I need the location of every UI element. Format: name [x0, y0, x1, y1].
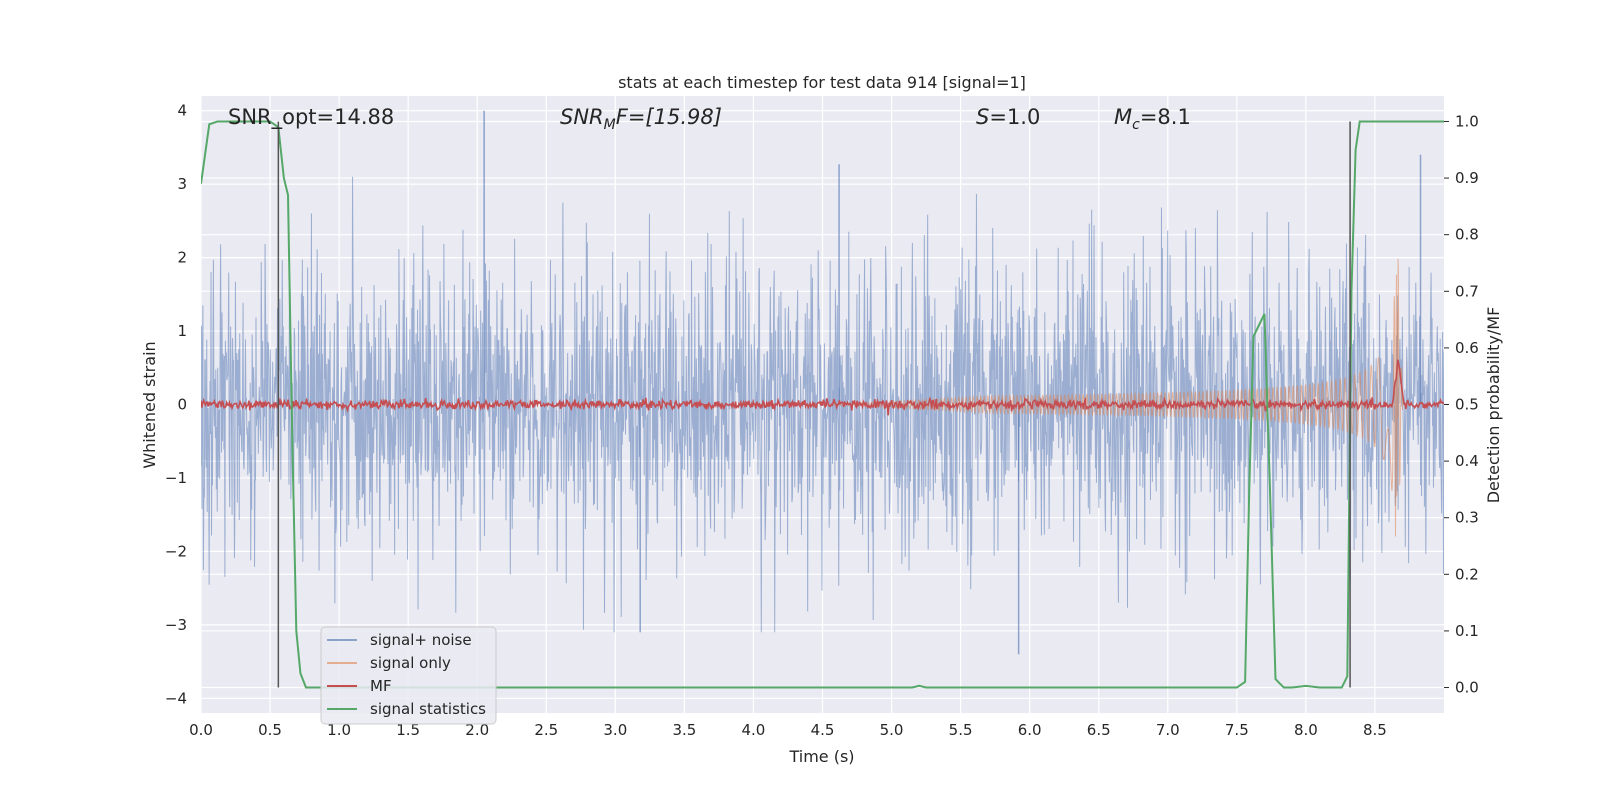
y-right-tick-label: 0.9 — [1455, 169, 1479, 187]
x-tick-label: 3.5 — [672, 721, 696, 739]
legend-label-signal-noise: signal+ noise — [370, 631, 472, 649]
y-tick-label: 1 — [177, 322, 187, 340]
tick-labels: 0.0 0.5 1.0 1.5 2.0 2.5 3.0 3.5 4.0 4.5 5.0 5.5 6.0 6… — [165, 102, 1479, 739]
y-tick-label: −1 — [165, 469, 187, 487]
y-tick-label: 2 — [177, 249, 187, 267]
series-clip-group — [201, 110, 1444, 689]
legend-label-signal-statistics: signal statistics — [370, 700, 486, 718]
series-signal-only-line — [822, 258, 1404, 537]
annotation-snr-mf-sub: M — [604, 117, 616, 133]
x-tick-label: 0.0 — [189, 721, 213, 739]
y-tick-label: 3 — [177, 175, 187, 193]
y-right-tick-label: 0.6 — [1455, 339, 1479, 357]
y-tick-label: −2 — [165, 542, 187, 560]
annotation-mc-main: M — [1114, 105, 1132, 129]
legend-label-mf: MF — [370, 677, 392, 695]
y-right-tick-label: 0.2 — [1455, 565, 1479, 583]
x-tick-label: 1.5 — [396, 721, 420, 739]
x-tick-label: 4.0 — [742, 721, 766, 739]
y-tick-label: −3 — [165, 616, 187, 634]
chart-title: stats at each timestep for test data 914… — [618, 73, 1026, 92]
y-right-tick-label: 0.4 — [1455, 452, 1479, 470]
annotation-snr-mf-main: SNR — [560, 105, 604, 129]
series-signal-statistics-line — [201, 120, 1444, 689]
annotation-snr-mf-rest: F=[15.98] — [616, 105, 722, 129]
y-right-axis-label: Detection probability/MF — [1484, 307, 1503, 504]
y-right-tick-label: 0.5 — [1455, 396, 1479, 414]
series-mf-line — [201, 359, 1444, 416]
x-tick-label: 1.0 — [327, 721, 351, 739]
y-right-tick-label: 0.1 — [1455, 622, 1479, 640]
x-tick-label: 4.5 — [811, 721, 835, 739]
annotation-s-rest: =1.0 — [989, 105, 1040, 129]
x-axis-label: Time (s) — [788, 747, 854, 766]
legend-box — [320, 626, 497, 725]
series-signal-noise-line — [201, 176, 1444, 633]
y-axis-label: Whitened strain — [140, 341, 159, 468]
y-right-tick-label: 0.3 — [1455, 509, 1479, 527]
annotation-s-main: S — [976, 105, 989, 129]
y-tick-label: 4 — [177, 102, 187, 120]
annotation-snr-mf: SNRMF=[15.98] — [560, 105, 722, 133]
annotation-s: S=1.0 — [976, 105, 1040, 129]
x-tick-label: 2.0 — [465, 721, 489, 739]
annotation-mc-sub: c — [1132, 117, 1140, 133]
x-tick-label: 7.0 — [1156, 721, 1180, 739]
y-tick-label: −4 — [165, 689, 187, 707]
x-tick-label: 5.5 — [949, 721, 973, 739]
x-tick-label: 2.5 — [534, 721, 558, 739]
annotation-snr-opt: SNR_opt=14.88 — [228, 105, 394, 130]
y-right-tick-label: 0.7 — [1455, 282, 1479, 300]
series-layer — [201, 110, 1444, 689]
x-tick-label: 0.5 — [258, 721, 282, 739]
y-right-tick-label: 0.8 — [1455, 226, 1479, 244]
x-tick-label: 3.0 — [603, 721, 627, 739]
y-tick-label: 0 — [177, 396, 187, 414]
legend: signal+ noise signal only MF signal stat… — [320, 626, 497, 725]
x-tick-label: 6.5 — [1087, 721, 1111, 739]
x-tick-label: 7.5 — [1225, 721, 1249, 739]
x-tick-label: 6.0 — [1018, 721, 1042, 739]
x-tick-label: 8.5 — [1363, 721, 1387, 739]
annotation-mc: Mc=8.1 — [1114, 105, 1191, 133]
x-tick-label: 8.0 — [1294, 721, 1318, 739]
vertical-markers — [277, 121, 1351, 688]
y-right-tick-label: 0.0 — [1455, 679, 1479, 697]
annotation-mc-rest: =8.1 — [1140, 105, 1191, 129]
y-right-tick-label: 1.0 — [1455, 112, 1479, 130]
x-tick-label: 5.0 — [880, 721, 904, 739]
legend-label-signal-only: signal only — [370, 654, 451, 672]
